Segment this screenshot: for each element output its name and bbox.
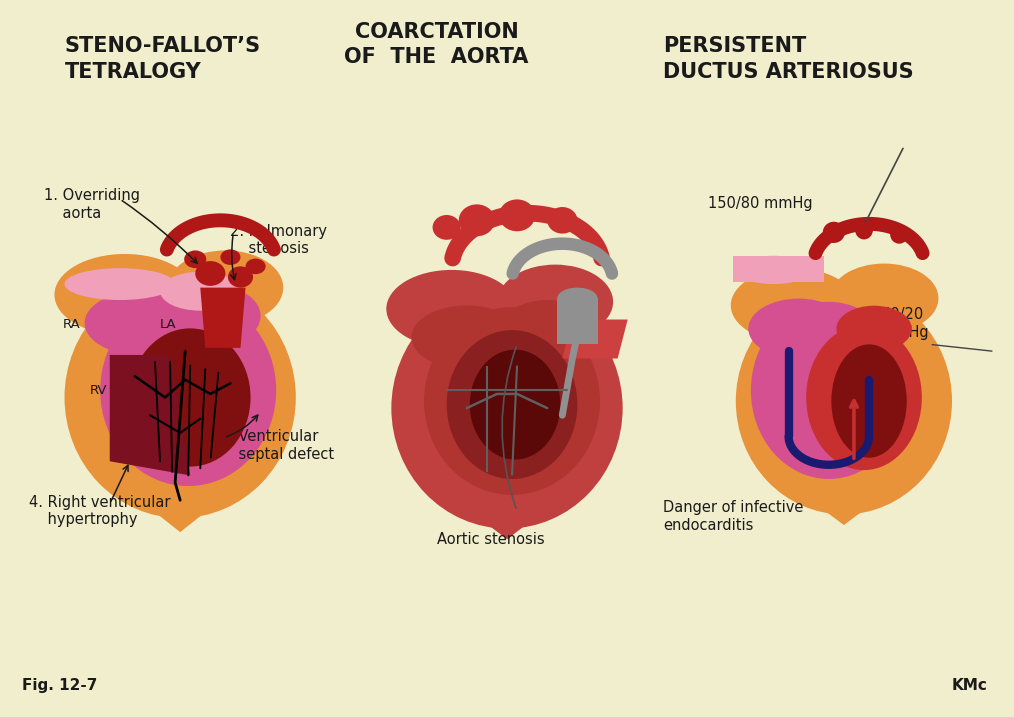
- Ellipse shape: [837, 305, 912, 352]
- Ellipse shape: [55, 254, 196, 336]
- Text: 150/80 mmHg: 150/80 mmHg: [708, 196, 813, 211]
- Ellipse shape: [822, 222, 845, 243]
- Text: 4. Right ventricular
    hypertrophy: 4. Right ventricular hypertrophy: [29, 495, 170, 527]
- Polygon shape: [563, 320, 628, 358]
- Ellipse shape: [167, 250, 283, 325]
- Ellipse shape: [228, 267, 254, 288]
- Polygon shape: [733, 256, 823, 282]
- Ellipse shape: [65, 268, 175, 300]
- Text: Fig. 12-7: Fig. 12-7: [22, 678, 97, 693]
- Text: 2. Pulmonary
    stenosis: 2. Pulmonary stenosis: [230, 224, 328, 256]
- Ellipse shape: [65, 277, 296, 518]
- Ellipse shape: [498, 265, 613, 339]
- Ellipse shape: [831, 344, 907, 457]
- Text: PERSISTENT
DUCTUS ARTERIOSUS: PERSISTENT DUCTUS ARTERIOSUS: [663, 36, 914, 82]
- Text: 1. Overriding
    aorta: 1. Overriding aorta: [45, 189, 140, 221]
- Text: LA: LA: [160, 318, 176, 331]
- Ellipse shape: [100, 295, 276, 486]
- Polygon shape: [809, 499, 879, 525]
- Ellipse shape: [558, 288, 597, 309]
- Ellipse shape: [829, 264, 938, 333]
- Polygon shape: [466, 509, 548, 539]
- Ellipse shape: [855, 219, 873, 239]
- Ellipse shape: [751, 302, 907, 479]
- Ellipse shape: [170, 286, 261, 346]
- Ellipse shape: [748, 298, 849, 358]
- Ellipse shape: [736, 288, 952, 514]
- Polygon shape: [201, 288, 245, 348]
- Ellipse shape: [391, 288, 623, 528]
- Text: KMc: KMc: [952, 678, 988, 693]
- Text: Aortic stenosis: Aortic stenosis: [437, 532, 545, 547]
- Text: COARCTATION
OF  THE  AORTA: COARCTATION OF THE AORTA: [345, 22, 528, 67]
- Text: RV: RV: [89, 384, 107, 397]
- Text: 3. Ventricular
    septal defect: 3. Ventricular septal defect: [220, 429, 335, 462]
- Ellipse shape: [84, 291, 196, 355]
- Ellipse shape: [220, 250, 240, 265]
- Ellipse shape: [499, 199, 535, 232]
- Ellipse shape: [424, 307, 600, 495]
- Polygon shape: [140, 500, 220, 532]
- Polygon shape: [110, 355, 191, 475]
- Ellipse shape: [548, 207, 577, 234]
- Ellipse shape: [130, 328, 250, 467]
- Ellipse shape: [185, 250, 206, 268]
- Ellipse shape: [731, 268, 857, 343]
- Text: LV: LV: [191, 368, 205, 381]
- Polygon shape: [558, 298, 597, 344]
- Ellipse shape: [469, 350, 561, 460]
- Ellipse shape: [446, 330, 577, 479]
- Ellipse shape: [386, 270, 517, 348]
- Ellipse shape: [806, 325, 922, 470]
- Ellipse shape: [736, 256, 811, 284]
- Text: 40/20
mmHg: 40/20 mmHg: [881, 308, 930, 340]
- Text: RA: RA: [63, 318, 80, 331]
- Ellipse shape: [458, 204, 495, 237]
- Ellipse shape: [160, 272, 240, 310]
- Text: Danger of infective
endocarditis: Danger of infective endocarditis: [663, 500, 803, 533]
- Ellipse shape: [196, 261, 225, 286]
- Ellipse shape: [890, 225, 909, 244]
- Ellipse shape: [500, 300, 595, 360]
- Ellipse shape: [245, 259, 266, 274]
- Ellipse shape: [412, 305, 522, 369]
- Text: STENO-FALLOT’S
TETRALOGY: STENO-FALLOT’S TETRALOGY: [65, 36, 261, 82]
- Ellipse shape: [433, 215, 460, 239]
